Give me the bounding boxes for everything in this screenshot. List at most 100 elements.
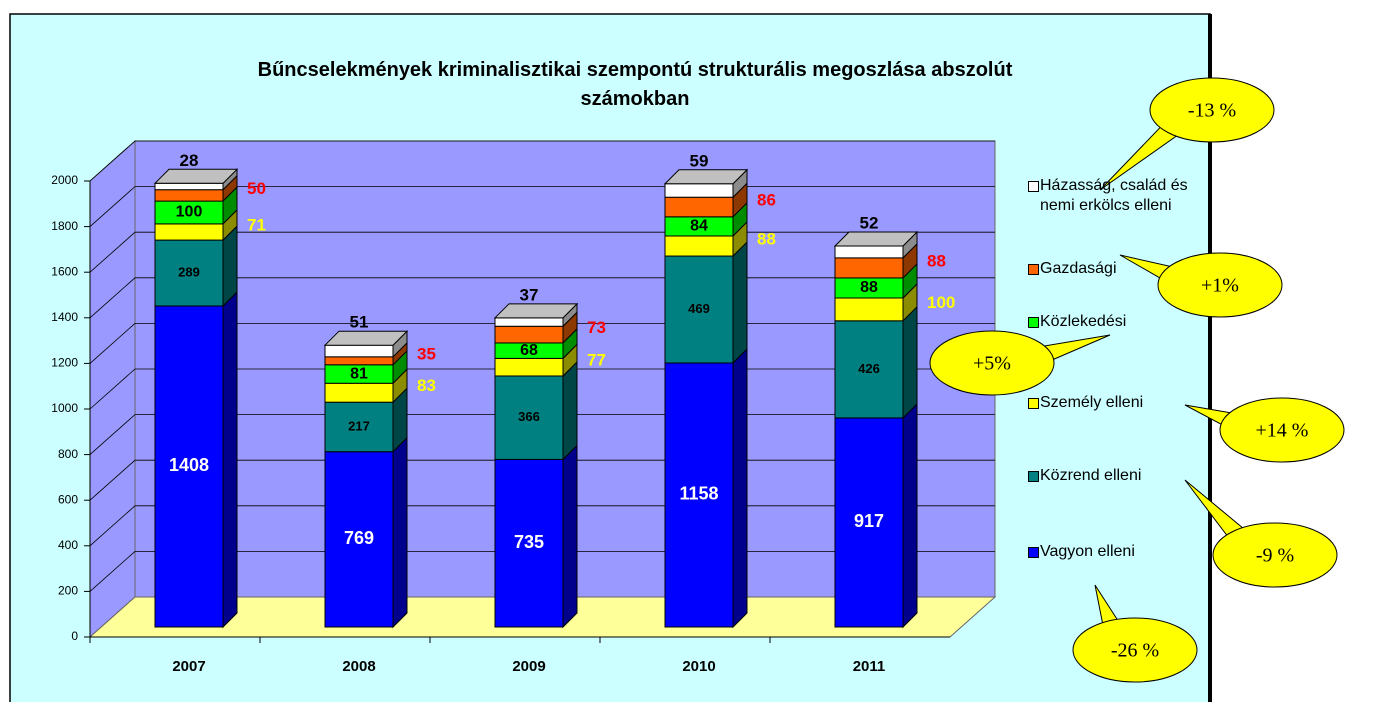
callout-label: -13 % [1188,100,1236,122]
callout-label: -26 % [1111,640,1159,662]
legend-swatch [1028,317,1039,328]
bar-top [663,169,749,185]
bar-segment [664,183,734,198]
bar-top [833,231,919,247]
callout-cover [1095,636,1175,664]
y-tick-label: 2000 [51,173,78,187]
bar-segment [494,458,564,628]
data-label: 100 [927,293,955,312]
bar-segment [324,356,394,366]
bar-segment [664,255,734,364]
bar-side [222,290,238,629]
data-label: 366 [518,409,540,424]
legend-entry: Házasság, család és nemi erkölcs elleni [1028,176,1190,216]
data-label: 37 [520,285,539,304]
bar-segment [494,325,564,344]
data-label: 426 [858,361,880,376]
data-label: 84 [690,218,708,235]
data-label: 59 [690,151,709,170]
legend-swatch [1028,547,1039,558]
legend-label: Személy elleni [1040,394,1144,411]
callout-label: -9 % [1256,545,1294,567]
bar-segment [494,317,564,327]
legend-entry: Vagyon elleni [1028,542,1190,562]
bar-segment [834,297,904,322]
bar-segment [834,257,904,279]
y-tick-label: 800 [58,447,78,461]
bar-top [493,303,579,319]
data-label: 88 [757,229,776,248]
legend-label: Házasság, család és nemi erkölcs elleni [1040,177,1188,214]
callout-cover [1172,96,1252,124]
bar-side [562,360,578,461]
legend-swatch [1028,398,1039,409]
data-label: 88 [927,251,946,270]
data-label: 51 [350,313,369,332]
data-label: 1158 [679,484,718,504]
callout-label: +5% [973,353,1011,375]
bar-side [392,436,408,629]
callout-label: +14 % [1256,420,1309,442]
bar-top [153,168,239,184]
legend-entry: Gazdasági [1028,259,1190,279]
y-tick-label: 200 [58,584,78,598]
legend-entry: Közrend elleni [1028,466,1190,486]
bar-segment [154,182,224,191]
data-label: 68 [520,342,538,359]
data-label: 81 [350,365,368,382]
data-label: 83 [417,376,436,395]
chart-title: Bűncselekmények kriminalisztikai szempon… [257,59,1013,110]
bar-segment [154,305,224,628]
legend-label: Vagyon elleni [1040,543,1135,560]
legend-label: Gazdasági [1040,260,1117,277]
bar-top [323,330,409,346]
x-tick-label: 2008 [342,658,375,675]
bar-side [732,240,748,365]
grid-line [89,140,995,182]
data-label: 71 [247,215,266,234]
bar-segment [664,235,734,257]
y-tick-label: 1800 [51,219,78,233]
y-tick-label: 1400 [51,310,78,324]
x-tick-label: 2010 [682,658,715,675]
data-label: 917 [854,511,884,531]
x-tick-label: 2007 [172,658,205,675]
bar-segment [154,223,224,241]
bar-segment [324,451,394,628]
legend-swatch [1028,471,1039,482]
bar-segment [324,401,394,453]
bar-side [732,347,748,629]
callout-label: +1% [1201,275,1239,297]
data-label: 469 [688,301,710,316]
bar-segment [664,362,734,628]
bar-segment [834,417,904,628]
bar-segment [664,196,734,218]
callout-cover [952,349,1032,377]
bar-segment [834,245,904,259]
bar-side [902,305,918,420]
bar-segment [324,344,394,358]
y-tick-label: 0 [71,629,78,643]
data-label: 28 [180,151,199,170]
data-label: 50 [247,179,266,198]
bar-segment [834,320,904,419]
bar-side [902,402,918,629]
data-label: 52 [860,213,879,232]
legend-swatch [1028,264,1039,275]
y-tick-label: 400 [58,538,78,552]
data-label: 77 [587,351,606,370]
y-tick-label: 1200 [51,356,78,370]
y-tick-label: 1600 [51,264,78,278]
legend-swatch [1028,181,1039,192]
x-tick-label: 2009 [512,658,545,675]
callout-cover [1180,271,1260,299]
callout-cover [1235,541,1315,569]
data-label: 289 [178,264,200,279]
bar-side [562,444,578,629]
data-label: 88 [860,279,878,296]
bar-segment [324,382,394,403]
data-label: 86 [757,191,776,210]
x-tick-label: 2011 [853,658,886,675]
